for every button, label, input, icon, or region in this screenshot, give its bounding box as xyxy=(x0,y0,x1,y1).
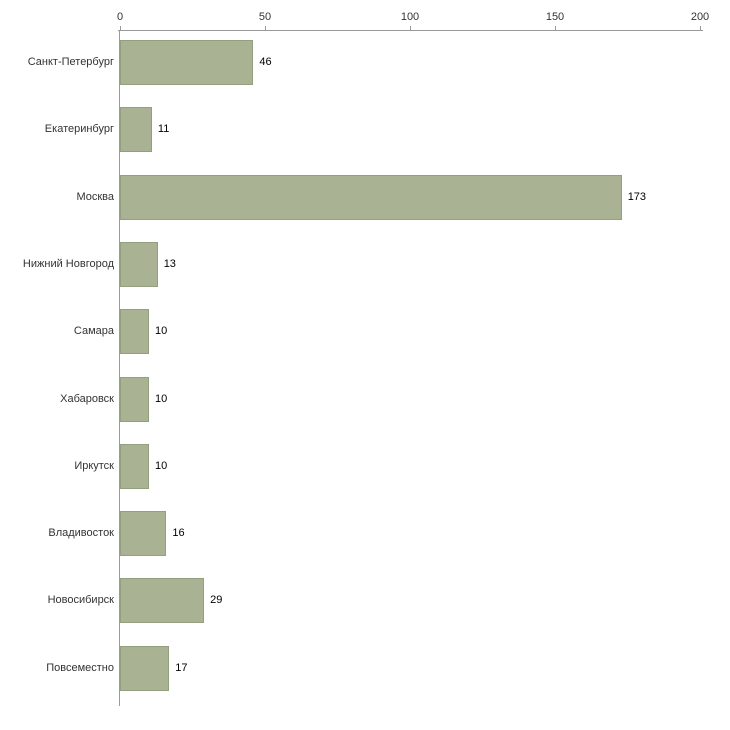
bar xyxy=(120,443,149,489)
category-label: Санкт-Петербург xyxy=(27,56,114,68)
value-label: 10 xyxy=(155,459,168,472)
x-axis-line xyxy=(118,30,703,31)
x-tick-label: 50 xyxy=(258,11,272,23)
category-label: Нижний Новгород xyxy=(22,257,114,270)
value-label: 173 xyxy=(627,190,647,203)
bar-row: Повсеместно 17 xyxy=(0,636,730,703)
x-tick-mark xyxy=(120,26,121,30)
value-label: 13 xyxy=(163,257,176,270)
bar-row: Екатеринбург 11 xyxy=(0,97,730,164)
category-label: Самара xyxy=(73,325,114,338)
bar xyxy=(120,578,205,624)
bar-row: Самара 10 xyxy=(0,299,730,366)
x-tick-mark xyxy=(555,26,556,30)
x-tick-mark xyxy=(265,26,266,30)
x-tick-label: 150 xyxy=(545,11,565,23)
bar-row: Москва 173 xyxy=(0,165,730,232)
bar-row: Санкт-Петербург 46 xyxy=(0,30,730,97)
category-label: Иркутск xyxy=(74,459,114,472)
bar xyxy=(120,645,170,691)
x-tick-label: 0 xyxy=(116,11,124,23)
value-label: 10 xyxy=(155,392,168,405)
bar-row: Хабаровск 10 xyxy=(0,367,730,434)
bar xyxy=(120,174,622,220)
y-axis-line xyxy=(119,30,120,706)
bar xyxy=(120,309,149,355)
value-label: 17 xyxy=(175,661,188,674)
value-label: 46 xyxy=(259,56,272,68)
bar-row: Нижний Новгород 13 xyxy=(0,232,730,299)
x-tick-label: 200 xyxy=(690,11,710,23)
bar-row: Новосибирск 29 xyxy=(0,568,730,635)
value-label: 29 xyxy=(210,594,223,607)
x-tick-mark xyxy=(410,26,411,30)
category-label: Владивосток xyxy=(48,527,114,540)
category-label: Хабаровск xyxy=(60,392,114,405)
category-label: Москва xyxy=(76,190,114,203)
x-tick-label: 100 xyxy=(400,11,420,23)
bar-row: Иркутск 10 xyxy=(0,434,730,501)
bar xyxy=(120,40,254,85)
category-label: Новосибирск xyxy=(47,594,114,607)
category-label: Екатеринбург xyxy=(44,123,114,136)
category-label: Повсеместно xyxy=(46,661,114,674)
value-label: 10 xyxy=(155,325,168,338)
value-label: 16 xyxy=(172,527,185,540)
x-tick-mark xyxy=(700,26,701,30)
bar xyxy=(120,241,158,287)
bar xyxy=(120,376,149,422)
value-label: 11 xyxy=(157,123,170,136)
bar-row: Владивосток 16 xyxy=(0,501,730,568)
bar xyxy=(120,107,152,153)
bar xyxy=(120,511,167,557)
